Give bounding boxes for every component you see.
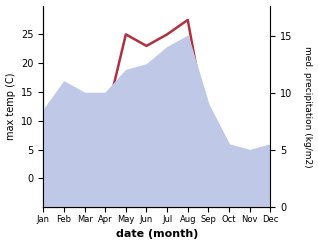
Y-axis label: max temp (C): max temp (C)	[5, 73, 16, 140]
Y-axis label: med. precipitation (kg/m2): med. precipitation (kg/m2)	[303, 46, 313, 167]
X-axis label: date (month): date (month)	[116, 230, 198, 239]
